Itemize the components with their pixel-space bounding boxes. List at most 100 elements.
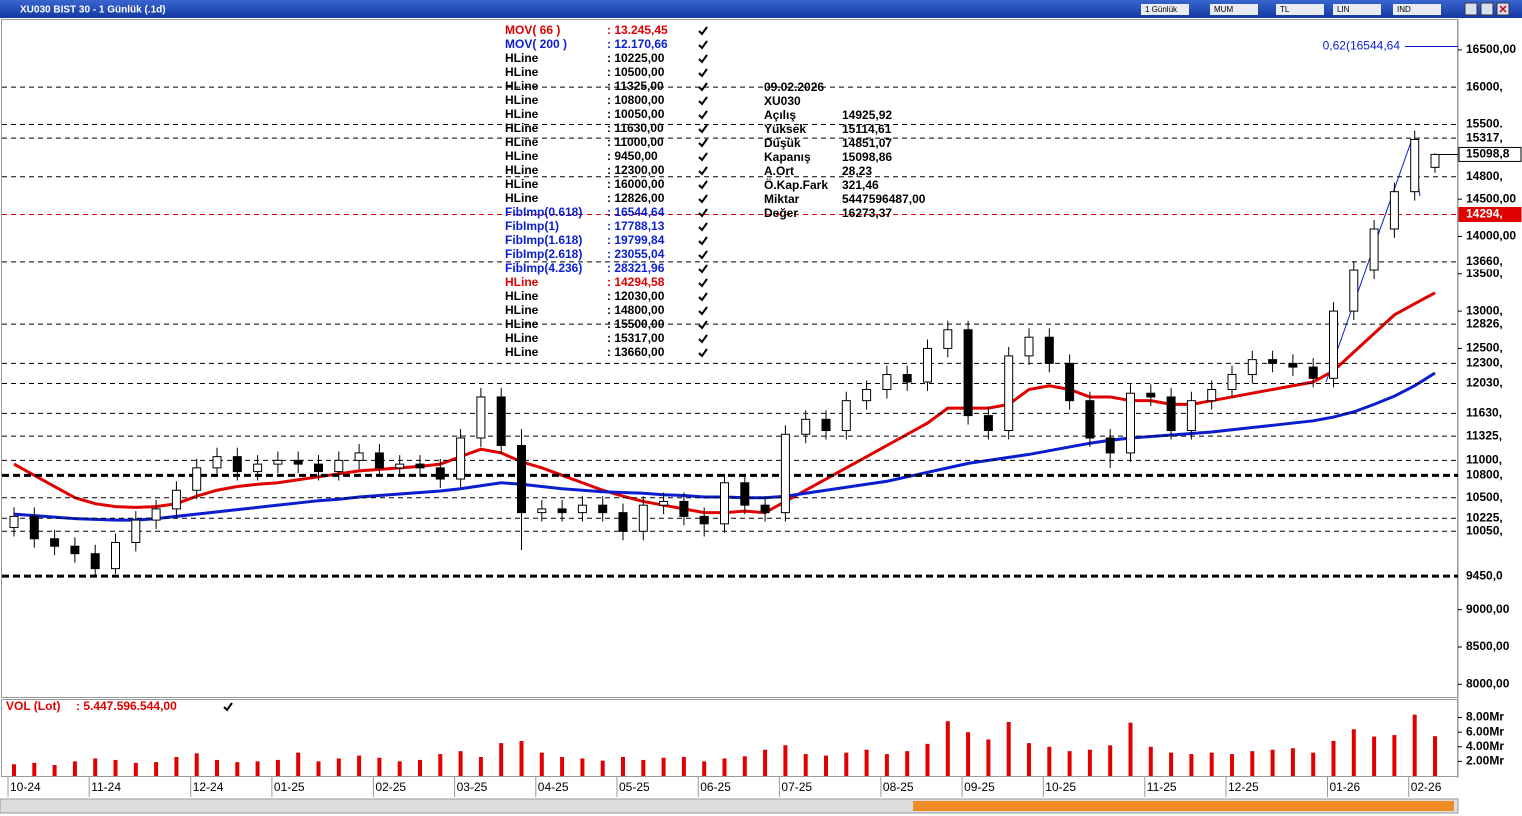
info-label: Ö.Kap.Fark xyxy=(764,177,828,192)
axis-label-box xyxy=(1458,169,1522,185)
legend-value: : 12030,00 xyxy=(607,289,665,303)
axis-label-box xyxy=(1458,254,1522,270)
candle-body xyxy=(1186,400,1196,432)
volume-bar xyxy=(681,757,686,776)
candle-body xyxy=(537,508,547,514)
candle-body xyxy=(1126,392,1135,454)
volume-bar xyxy=(1372,736,1377,776)
volume-bar xyxy=(397,761,402,776)
candle-body xyxy=(943,329,953,349)
last-price-box xyxy=(1458,146,1522,162)
axis-label: 12826, xyxy=(1466,316,1503,330)
legend-check xyxy=(698,250,708,260)
legend-name: HLine xyxy=(505,289,539,303)
x-tick-label: 07-25 xyxy=(781,780,812,794)
volume-bar xyxy=(763,749,768,776)
scrollbar-thumb[interactable] xyxy=(913,801,1454,811)
legend-value: : 28321,96 xyxy=(607,261,665,275)
axis-label-box xyxy=(1458,490,1522,506)
minimize-button[interactable] xyxy=(1464,2,1478,16)
legend-check xyxy=(698,292,708,302)
axis-label-box xyxy=(1458,376,1522,392)
volume-bar xyxy=(32,762,37,776)
axis-label-box xyxy=(1458,130,1522,146)
volume-bar xyxy=(1006,721,1011,776)
axis-label-box xyxy=(1458,452,1522,468)
volume-bar xyxy=(438,754,443,776)
candle-body xyxy=(1308,366,1318,379)
legend-name: HLine xyxy=(505,331,539,345)
axis-label: 10500, xyxy=(1466,490,1503,504)
candle-body xyxy=(232,456,242,473)
volume-bar xyxy=(72,761,77,776)
x-tick-label: 02-25 xyxy=(375,780,406,794)
legend-value: : 12.170,66 xyxy=(607,37,668,51)
info-value: 14925,92 xyxy=(842,108,892,122)
volume-bar xyxy=(174,757,179,776)
toolbar-button[interactable] xyxy=(1141,4,1189,15)
x-tick-label: 05-25 xyxy=(619,780,650,794)
maximize-button[interactable] xyxy=(1480,2,1494,16)
toolbar-label: 1 Günlük xyxy=(1145,5,1178,14)
toolbar-button[interactable] xyxy=(1210,4,1258,15)
volume-bar xyxy=(113,759,118,776)
info-value: 16273,37 xyxy=(842,206,892,220)
legend-value: : 13.245,45 xyxy=(607,23,668,37)
legend-value: : 23055,04 xyxy=(607,247,665,261)
axis-label: 11630, xyxy=(1466,406,1502,420)
axis-label-box xyxy=(1458,405,1522,421)
volume-bar xyxy=(580,758,585,776)
legend-name: MOV( 66 ) xyxy=(505,23,560,37)
axis-label-box xyxy=(1458,355,1522,371)
axis-label: 16000, xyxy=(1466,79,1503,93)
info-label: Yüksek xyxy=(764,122,806,136)
legend-name: HLine xyxy=(505,163,539,177)
legend-name: HLine xyxy=(505,303,539,317)
candle-body xyxy=(9,515,19,529)
x-tick-label: 01-25 xyxy=(274,780,305,794)
volume-bar xyxy=(661,757,666,776)
legend-check xyxy=(698,236,708,246)
legend-check xyxy=(698,264,708,274)
toolbar-button[interactable] xyxy=(1333,4,1381,15)
legend-name: HLine xyxy=(505,79,539,93)
legend-check xyxy=(698,110,708,120)
legend-name: HLine xyxy=(505,135,539,149)
volume-bar xyxy=(458,751,463,776)
volume-bar xyxy=(803,754,808,776)
info-value: 321,46 xyxy=(842,178,879,192)
candle-body xyxy=(1247,359,1257,376)
candle-body xyxy=(923,347,932,383)
volume-bar xyxy=(1027,743,1031,776)
candle-body xyxy=(293,459,303,465)
axis-label-box xyxy=(1458,523,1522,539)
y-tick-label: 16500,00 xyxy=(1466,42,1516,56)
legend-name: HLine xyxy=(505,65,539,79)
candle-body xyxy=(1349,269,1359,312)
candle-body xyxy=(720,482,729,525)
toolbar-button[interactable] xyxy=(1276,4,1324,15)
x-tick-label: 08-25 xyxy=(883,780,914,794)
candle-body xyxy=(1044,336,1054,364)
legend-name: FibImp(0.618) xyxy=(505,205,582,219)
candle-body xyxy=(1024,336,1034,357)
candle-body xyxy=(902,374,912,383)
toolbar-button[interactable] xyxy=(1393,4,1441,15)
info-symbol: XU030 xyxy=(764,94,801,108)
volume-bar xyxy=(1108,745,1113,776)
legend-check xyxy=(698,306,708,316)
volume-bar xyxy=(1392,735,1397,776)
candle-body xyxy=(314,463,323,473)
candle-body xyxy=(70,545,80,555)
legend-check xyxy=(698,68,708,78)
y-tick-label: 8000,00 xyxy=(1466,676,1510,690)
volume-bar xyxy=(316,761,321,776)
legend-check xyxy=(698,208,708,218)
x-tick-label: 02-26 xyxy=(1411,780,1442,794)
candle-body xyxy=(354,452,364,461)
legend-check xyxy=(698,26,708,36)
legend-check xyxy=(698,180,708,190)
legend-name: HLine xyxy=(505,107,539,121)
